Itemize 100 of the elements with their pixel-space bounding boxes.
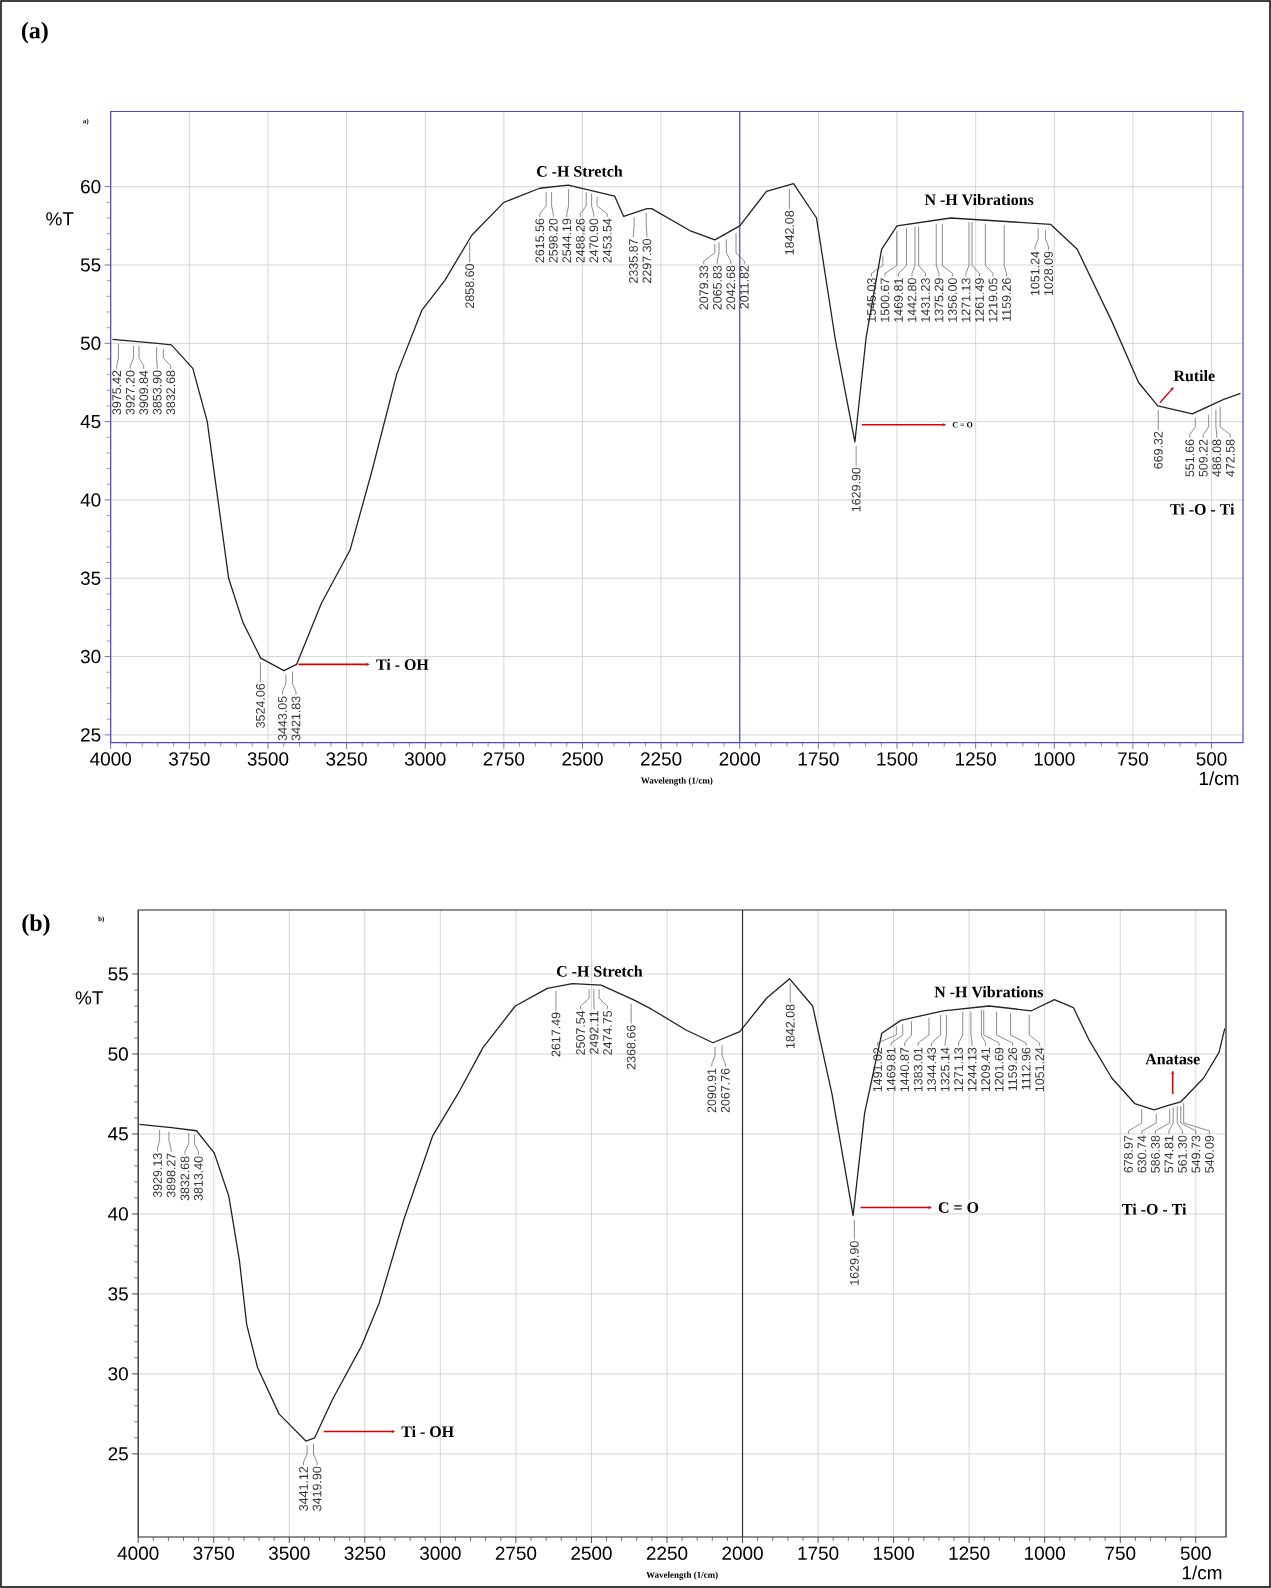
annotation: 2858.60 [465,264,475,308]
annotation: Ti -O - Ti [1170,503,1235,515]
annotation: 574.81 [1164,1135,1174,1173]
y-tick-label: 40 [80,493,101,507]
x-tick-label: 1750 [798,1546,839,1560]
y-tick-label: 30 [80,649,101,664]
annotation: 3524.06 [255,683,265,728]
x-tick-label: 3500 [268,1546,310,1560]
annotation: 1159.26 [1002,278,1011,321]
annotation: 1842.08 [785,210,794,255]
x-tick-label: 2750 [495,1546,537,1560]
annotation: 3909.84 [139,370,149,415]
annotation: 3441.12 [299,1466,308,1511]
annotation: Ti - OH [401,1425,454,1438]
annotation: 2335.87 [629,239,638,283]
x-tick-label: 3750 [193,1546,235,1560]
x-axis-title: Wavelength (1/cm) [646,1571,718,1580]
x-axis-title: Wavelength (1/cm) [640,777,713,786]
annotation: 3813.40 [194,1156,203,1201]
annotation: 1629.90 [849,1241,859,1285]
annotation: 1261.49 [975,278,984,322]
annotation: 2067.76 [720,1068,730,1113]
annotation: 630.74 [1137,1135,1147,1173]
annotation: 2474.75 [603,1010,612,1055]
annotation: 561.30 [1178,1135,1187,1173]
y-axis-title: %T [46,212,74,226]
x-tick-label: 2500 [562,752,603,766]
annotation: 669.32 [1153,431,1163,469]
annotation: 3443.05 [278,696,287,741]
annotation: 1028.09 [1044,251,1053,296]
x-tick-label: 1250 [956,752,996,766]
y-tick-label: 45 [80,415,101,429]
annotation: 3898.27 [166,1153,176,1198]
annotation: 1219.05 [988,278,998,322]
x-tick-label: 2250 [641,752,682,766]
annotation: 2544.19 [562,218,572,263]
annotation: 1545.03 [867,278,876,322]
annotation: 2492.11 [589,1011,599,1054]
annotation: 586.38 [1151,1135,1160,1173]
annotation: 551.66 [1185,439,1195,477]
annotation: Anatase [1145,1053,1200,1065]
x-tick-label: 3000 [420,1546,461,1560]
x-tick-label: 1500 [877,752,918,766]
x-tick-label: 3250 [326,752,367,766]
annotation: 2598.20 [548,218,558,263]
annotation: 678.97 [1124,1135,1133,1173]
x-tick-label: 2000 [722,1546,763,1560]
x-tick-label: 3750 [168,752,210,766]
annotation: 2297.30 [642,239,652,283]
x-tick-label: 1500 [873,1546,914,1560]
y-tick-label: 35 [108,1287,128,1301]
annotation: 1051.24 [1035,1047,1045,1092]
annotation: 1271.13 [961,278,971,322]
annotation: 509.22 [1198,439,1208,477]
annotation: 1201.69 [994,1047,1004,1092]
y-tick-label: 25 [108,1447,128,1461]
x-tick-label: 750 [1105,1546,1136,1560]
x-tick-label: 4000 [90,752,131,766]
annotation: 2368.66 [626,1025,636,1070]
annotation: 1431.23 [921,278,930,322]
x-tick-label: 3000 [404,752,446,766]
x-tick-label: 2500 [571,1546,612,1560]
annotation: C = O [938,1202,979,1213]
x-tick-label: 4000 [117,1546,159,1560]
text: 1/cm [1182,1565,1222,1580]
annotation: 2079.33 [699,265,709,310]
x-tick-label: 2000 [719,752,761,766]
annotation: 540.09 [1205,1135,1214,1173]
annotation: 1842.08 [785,1004,795,1049]
annotation: 3929.13 [153,1153,162,1198]
annotation: 1469.81 [886,1047,896,1092]
annotation: 472.58 [1225,439,1235,477]
chart-title: (b) [22,914,50,936]
annotation: N -H Vibrations [934,986,1044,998]
y-tick-label: 55 [108,967,128,981]
annotation: Ti - OH [376,658,429,671]
annotation: 2042.68 [726,265,736,310]
x-tick-label: 1000 [1034,752,1075,766]
annotation: 1325.14 [940,1047,950,1092]
annotation: 1375.29 [934,278,944,322]
annotation: 3832.68 [166,370,176,415]
annotation: Rutile [1173,370,1215,382]
annotation: 2011.82 [739,265,749,309]
annotation: 3419.90 [312,1466,322,1511]
annotation: 1051.24 [1030,251,1040,296]
annotation: C -H Stretch [556,965,643,977]
chart-title: (a) [21,21,48,44]
text: 1/cm [1199,771,1239,786]
x-tick-label: 2750 [483,752,525,766]
annotation: 3927.20 [125,370,135,415]
annotation: 1356.00 [948,278,957,322]
x-tick-label: 1250 [949,1546,990,1560]
x-tick-label: 500 [1196,752,1227,766]
annotation: C -H Stretch [537,165,623,177]
annotation: 1491.02 [873,1047,883,1092]
y-tick-label: 55 [80,258,101,272]
annotation: 3853.90 [152,370,162,415]
y-tick-label: 60 [81,179,101,194]
annotation: 3421.83 [291,696,301,741]
x-tick-label: 2250 [646,1546,688,1560]
